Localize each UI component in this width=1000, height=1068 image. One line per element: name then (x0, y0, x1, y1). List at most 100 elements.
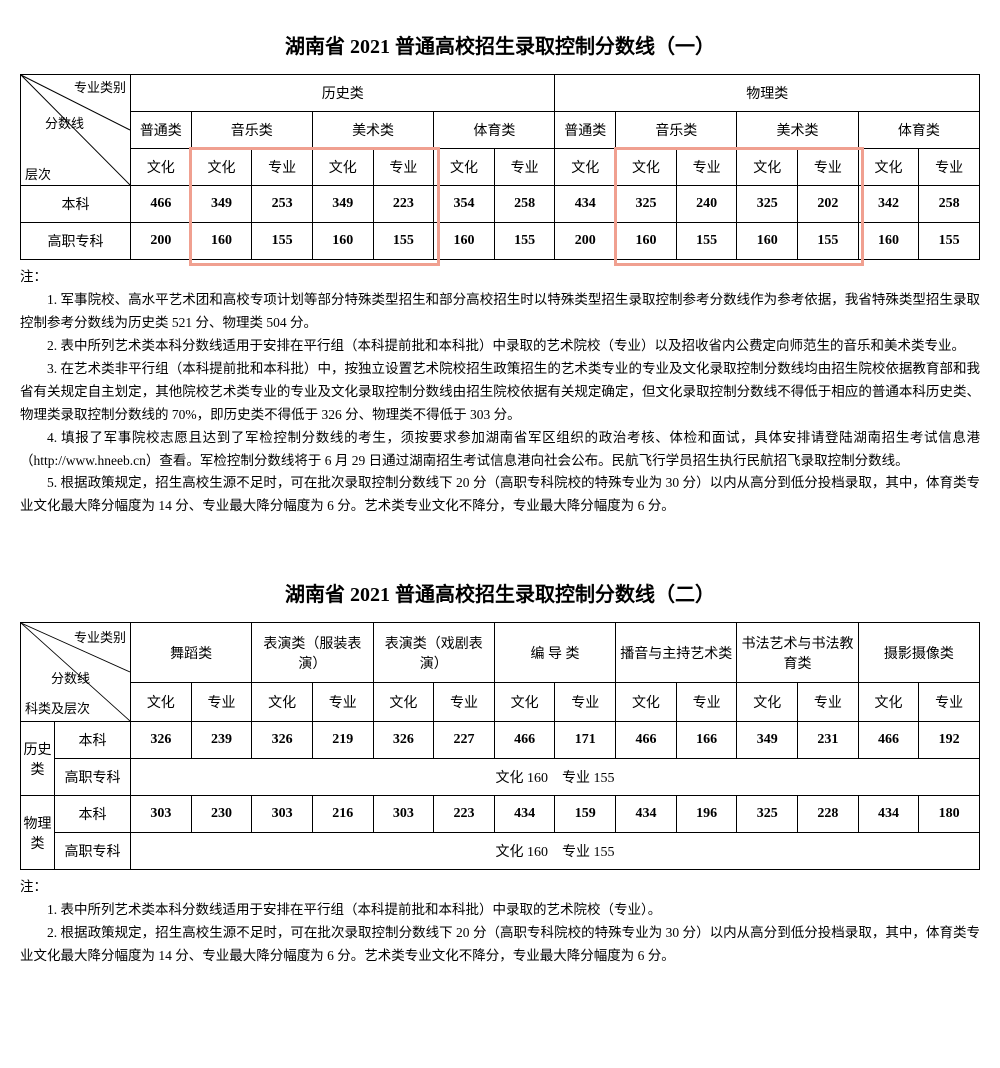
cell: 216 (312, 796, 373, 833)
cell: 326 (131, 722, 192, 759)
cat-pe: 体育类 (858, 112, 979, 149)
sub: 专业 (555, 683, 616, 722)
cell: 160 (616, 223, 677, 260)
note-item: 2. 根据政策规定，招生高校生源不足时，可在批次录取控制分数线下 20 分（高职… (20, 922, 980, 968)
sub: 专业 (191, 683, 252, 722)
notes2: 注： 1. 表中所列艺术类本科分数线适用于安排在平行组（本科提前批和本科批）中录… (20, 876, 980, 968)
cell: 166 (676, 722, 737, 759)
note-item: 1. 军事院校、高水平艺术团和高校专项计划等部分特殊类型招生和部分高校招生时以特… (20, 289, 980, 335)
cell: 155 (494, 223, 555, 260)
sub-culture: 文化 (737, 149, 798, 186)
cell: 160 (737, 223, 798, 260)
row-bk: 本科 (21, 186, 131, 223)
cell: 240 (676, 186, 737, 223)
cell: 155 (373, 223, 434, 260)
row-bk: 本科 (55, 722, 131, 759)
notes1: 注： 1. 军事院校、高水平艺术团和高校专项计划等部分特殊类型招生和部分高校招生… (20, 266, 980, 518)
cell: 349 (191, 186, 252, 223)
sub-culture: 文化 (616, 149, 677, 186)
cat-music: 音乐类 (616, 112, 737, 149)
cell: 160 (191, 223, 252, 260)
diag-bottom: 科类及层次 (25, 698, 90, 717)
cell: 160 (858, 223, 919, 260)
cell: 349 (312, 186, 373, 223)
cat: 表演类（服装表演） (252, 623, 373, 683)
table1-title: 湖南省 2021 普通高校招生录取控制分数线（一） (20, 30, 980, 59)
cell: 160 (312, 223, 373, 260)
cat-pe: 体育类 (434, 112, 555, 149)
diag-top: 专业类别 (74, 627, 126, 646)
cat-art: 美术类 (312, 112, 433, 149)
note-item: 2. 表中所列艺术类本科分数线适用于安排在平行组（本科提前批和本科批）中录取的艺… (20, 335, 980, 358)
cat-music: 音乐类 (191, 112, 312, 149)
notes-label: 注： (20, 266, 980, 289)
cell: 466 (494, 722, 555, 759)
group-physics: 物理类 (555, 75, 980, 112)
cell: 171 (555, 722, 616, 759)
sub: 文化 (252, 683, 313, 722)
diag-bottom: 层次 (25, 164, 51, 183)
row-history: 历史类 (21, 722, 55, 796)
group-history: 历史类 (131, 75, 555, 112)
row-zk: 高职专科 (21, 223, 131, 260)
cell: 253 (252, 186, 313, 223)
cell: 155 (798, 223, 859, 260)
cell: 434 (494, 796, 555, 833)
cell: 354 (434, 186, 495, 223)
table1-diag: 专业类别 分数线 层次 (21, 75, 131, 186)
cell: 239 (191, 722, 252, 759)
sub-culture: 文化 (434, 149, 495, 186)
note-item: 4. 填报了军事院校志愿且达到了军检控制分数线的考生，须按要求参加湖南省军区组织… (20, 427, 980, 473)
cat: 书法艺术与书法教育类 (737, 623, 858, 683)
sub-culture: 文化 (858, 149, 919, 186)
cell: 227 (434, 722, 495, 759)
sub-major: 专业 (494, 149, 555, 186)
cell: 200 (555, 223, 616, 260)
cell: 434 (555, 186, 616, 223)
cell: 155 (252, 223, 313, 260)
table2: 专业类别 分数线 科类及层次 舞蹈类 表演类（服装表演） 表演类（戏剧表演） 编… (20, 622, 980, 870)
cat-art: 美术类 (737, 112, 858, 149)
sub-culture: 文化 (555, 149, 616, 186)
sub-major: 专业 (252, 149, 313, 186)
cat: 播音与主持艺术类 (616, 623, 737, 683)
cell: 466 (131, 186, 192, 223)
cell: 326 (373, 722, 434, 759)
diag-top: 专业类别 (74, 77, 126, 96)
sub: 文化 (616, 683, 677, 722)
note-item: 5. 根据政策规定，招生高校生源不足时，可在批次录取控制分数线下 20 分（高职… (20, 472, 980, 518)
row-zk: 高职专科 (55, 833, 131, 870)
cell: 228 (798, 796, 859, 833)
row-zk: 高职专科 (55, 759, 131, 796)
cell: 325 (616, 186, 677, 223)
cell: 434 (616, 796, 677, 833)
cat: 编 导 类 (494, 623, 615, 683)
sub-culture: 文化 (312, 149, 373, 186)
table1: 专业类别 分数线 层次 历史类 物理类 普通类 音乐类 美术类 体育类 普通类 … (20, 74, 980, 260)
cat-general: 普通类 (131, 112, 192, 149)
row-physics: 物理类 (21, 796, 55, 870)
sub: 专业 (919, 683, 980, 722)
sub-culture: 文化 (191, 149, 252, 186)
sub: 专业 (676, 683, 737, 722)
note-item: 3. 在艺术类非平行组（本科提前批和本科批）中，按独立设置艺术院校招生政策招生的… (20, 358, 980, 427)
cell: 202 (798, 186, 859, 223)
sub-major: 专业 (676, 149, 737, 186)
cell: 342 (858, 186, 919, 223)
cell: 258 (494, 186, 555, 223)
diag-mid: 分数线 (45, 113, 84, 132)
cell: 223 (373, 186, 434, 223)
zk-merged: 文化 160 专业 155 (131, 759, 980, 796)
sub-major: 专业 (919, 149, 980, 186)
cell: 192 (919, 722, 980, 759)
cell: 160 (434, 223, 495, 260)
cell: 303 (252, 796, 313, 833)
cell: 325 (737, 796, 798, 833)
cell: 258 (919, 186, 980, 223)
table1-wrap: 专业类别 分数线 层次 历史类 物理类 普通类 音乐类 美术类 体育类 普通类 … (20, 74, 980, 260)
cell: 223 (434, 796, 495, 833)
cell: 230 (191, 796, 252, 833)
cell: 196 (676, 796, 737, 833)
cell: 326 (252, 722, 313, 759)
sub: 文化 (373, 683, 434, 722)
